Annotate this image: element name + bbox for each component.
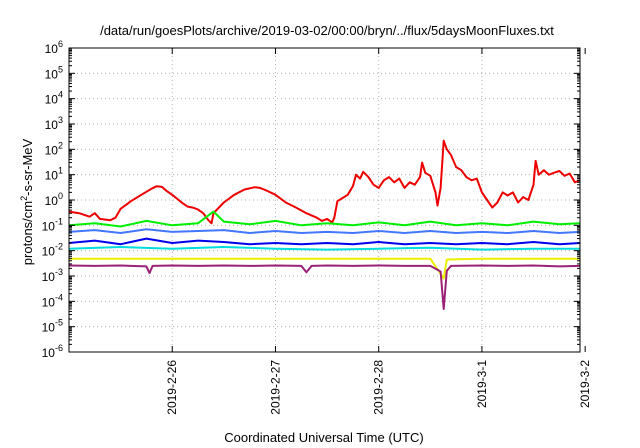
series-line-7 — [68, 264, 581, 310]
series-line-2 — [68, 210, 581, 228]
x-tick-label: 2019-2-27 — [268, 360, 282, 415]
grid-lines — [69, 48, 580, 352]
y-tick-label: 105 — [45, 64, 63, 81]
x-tick-label: 2019-2-26 — [165, 360, 179, 415]
series-line-5 — [68, 237, 581, 246]
x-tick-label: 2019-2-28 — [372, 360, 386, 415]
y-tick-label: 106 — [45, 39, 63, 56]
x-axis-label: Coordinated Universal Time (UTC) — [224, 430, 423, 445]
y-tick-label: 102 — [45, 140, 63, 157]
y-tick-label: 101 — [45, 166, 63, 183]
series-lines — [68, 139, 581, 310]
chart-title: /data/run/goesPlots/archive/2019-03-02/0… — [100, 23, 554, 38]
y-tick-label: 10-4 — [42, 292, 63, 309]
y-tick-label: 10-5 — [42, 318, 63, 335]
y-tick-label: 10-3 — [42, 267, 63, 284]
y-axis-label: protons/cm2-s-sr-MeV — [19, 138, 35, 265]
series-line-3 — [68, 228, 581, 234]
y-tick-label: 103 — [45, 115, 63, 132]
y-tick-label: 10-6 — [42, 343, 63, 360]
y-tick-label: 104 — [45, 90, 63, 107]
y-tick-label: 100 — [45, 191, 63, 208]
y-tick-label: 10-1 — [42, 216, 63, 233]
series-line-6 — [69, 257, 580, 280]
x-tick-label: 2019-3-1 — [475, 360, 489, 408]
axis-ticks: 10-6 10-5 10-4 10-3 10-2 10-1 100 101 102 103 104 1… — [42, 39, 593, 415]
series-line-4 — [68, 246, 580, 251]
x-tick-label: 2019-3-2 — [578, 360, 592, 408]
y-tick-label: 10-2 — [42, 242, 63, 259]
series-line-1 — [68, 139, 581, 225]
